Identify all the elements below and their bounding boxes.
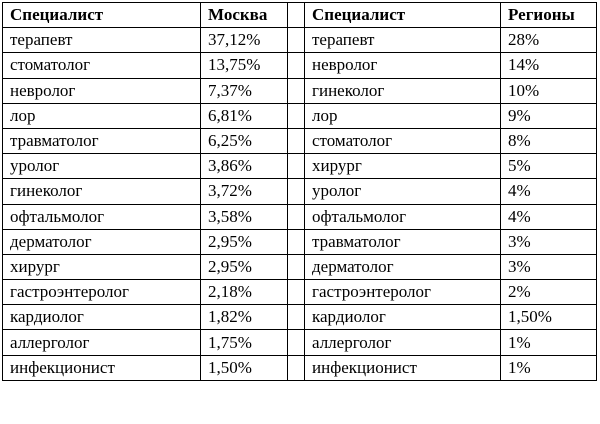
moscow-specialist-cell: травматолог [2,127,201,155]
table-body: терапевт 37,12% терапевт 28% стоматолог 13,75… [2,27,597,381]
table-row: невролог 7,37% гинеколог 10% [2,77,597,104]
regions-specialist-cell: невролог [304,52,501,79]
specialists-table-container: Специалист Москва Специалист Регионы тер… [2,1,597,381]
regions-value-cell: 2% [500,279,597,306]
moscow-specialist-cell: хирург [2,253,201,281]
table-row: травматолог 6,25% стоматолог 8% [2,127,597,155]
moscow-specialist-cell: терапевт [2,27,201,54]
table-row: уролог 3,86% хирург 5% [2,153,597,180]
moscow-value-cell: 2,95% [200,228,288,255]
regions-specialist-cell: лор [304,102,501,129]
moscow-value-cell: 3,86% [200,153,288,180]
table-header-row: Специалист Москва Специалист Регионы [2,1,597,29]
moscow-value-cell: 6,81% [200,102,288,129]
regions-specialist-cell: уролог [304,178,501,205]
column-gap [287,354,305,381]
header-regions: Регионы [500,1,597,29]
regions-specialist-cell: инфекционист [304,354,501,381]
moscow-value-cell: 1,50% [200,354,288,381]
regions-specialist-cell: аллерголог [304,329,501,356]
moscow-specialist-cell: инфекционист [2,354,201,381]
moscow-specialist-cell: гинеколог [2,178,201,205]
regions-specialist-cell: травматолог [304,228,501,255]
table-row: терапевт 37,12% терапевт 28% [2,27,597,54]
regions-specialist-cell: офтальмолог [304,203,501,230]
regions-specialist-cell: дерматолог [304,253,501,281]
column-gap [287,127,305,155]
table-row: гинеколог 3,72% уролог 4% [2,178,597,205]
regions-specialist-cell: кардиолог [304,304,501,331]
moscow-value-cell: 6,25% [200,127,288,155]
regions-value-cell: 4% [500,203,597,230]
regions-value-cell: 28% [500,27,597,54]
column-gap [287,329,305,356]
regions-value-cell: 3% [500,253,597,281]
moscow-specialist-cell: стоматолог [2,52,201,79]
column-gap [287,228,305,255]
regions-value-cell: 8% [500,127,597,155]
moscow-specialist-cell: кардиолог [2,304,201,331]
regions-value-cell: 9% [500,102,597,129]
regions-value-cell: 1% [500,354,597,381]
moscow-value-cell: 37,12% [200,27,288,54]
regions-value-cell: 14% [500,52,597,79]
column-gap [287,153,305,180]
column-gap [287,1,305,29]
header-specialist-moscow: Специалист [2,1,201,29]
regions-specialist-cell: хирург [304,153,501,180]
header-moscow: Москва [200,1,288,29]
table-row: дерматолог 2,95% травматолог 3% [2,228,597,255]
regions-value-cell: 1% [500,329,597,356]
column-gap [287,279,305,306]
moscow-value-cell: 3,58% [200,203,288,230]
moscow-specialist-cell: офтальмолог [2,203,201,230]
column-gap [287,304,305,331]
moscow-value-cell: 7,37% [200,77,288,104]
moscow-value-cell: 2,95% [200,253,288,281]
column-gap [287,77,305,104]
regions-value-cell: 4% [500,178,597,205]
regions-value-cell: 3% [500,228,597,255]
column-gap [287,253,305,281]
column-gap [287,178,305,205]
header-specialist-regions: Специалист [304,1,501,29]
column-gap [287,27,305,54]
table-row: стоматолог 13,75% невролог 14% [2,52,597,79]
moscow-value-cell: 13,75% [200,52,288,79]
regions-value-cell: 10% [500,77,597,104]
regions-value-cell: 5% [500,153,597,180]
moscow-specialist-cell: аллерголог [2,329,201,356]
column-gap [287,203,305,230]
moscow-value-cell: 3,72% [200,178,288,205]
moscow-value-cell: 1,82% [200,304,288,331]
column-gap [287,102,305,129]
table-row: аллерголог 1,75% аллерголог 1% [2,329,597,356]
moscow-specialist-cell: невролог [2,77,201,104]
table-row: инфекционист 1,50% инфекционист 1% [2,354,597,381]
table-row: кардиолог 1,82% кардиолог 1,50% [2,304,597,331]
moscow-specialist-cell: дерматолог [2,228,201,255]
regions-value-cell: 1,50% [500,304,597,331]
table-row: лор 6,81% лор 9% [2,102,597,129]
moscow-specialist-cell: гастроэнтеролог [2,279,201,306]
column-gap [287,52,305,79]
specialists-table: Специалист Москва Специалист Регионы тер… [2,1,597,381]
table-row: гастроэнтеролог 2,18% гастроэнтеролог 2% [2,279,597,306]
regions-specialist-cell: стоматолог [304,127,501,155]
moscow-value-cell: 2,18% [200,279,288,306]
moscow-specialist-cell: лор [2,102,201,129]
table-row: офтальмолог 3,58% офтальмолог 4% [2,203,597,230]
moscow-specialist-cell: уролог [2,153,201,180]
regions-specialist-cell: гинеколог [304,77,501,104]
regions-specialist-cell: терапевт [304,27,501,54]
regions-specialist-cell: гастроэнтеролог [304,279,501,306]
table-row: хирург 2,95% дерматолог 3% [2,253,597,281]
moscow-value-cell: 1,75% [200,329,288,356]
